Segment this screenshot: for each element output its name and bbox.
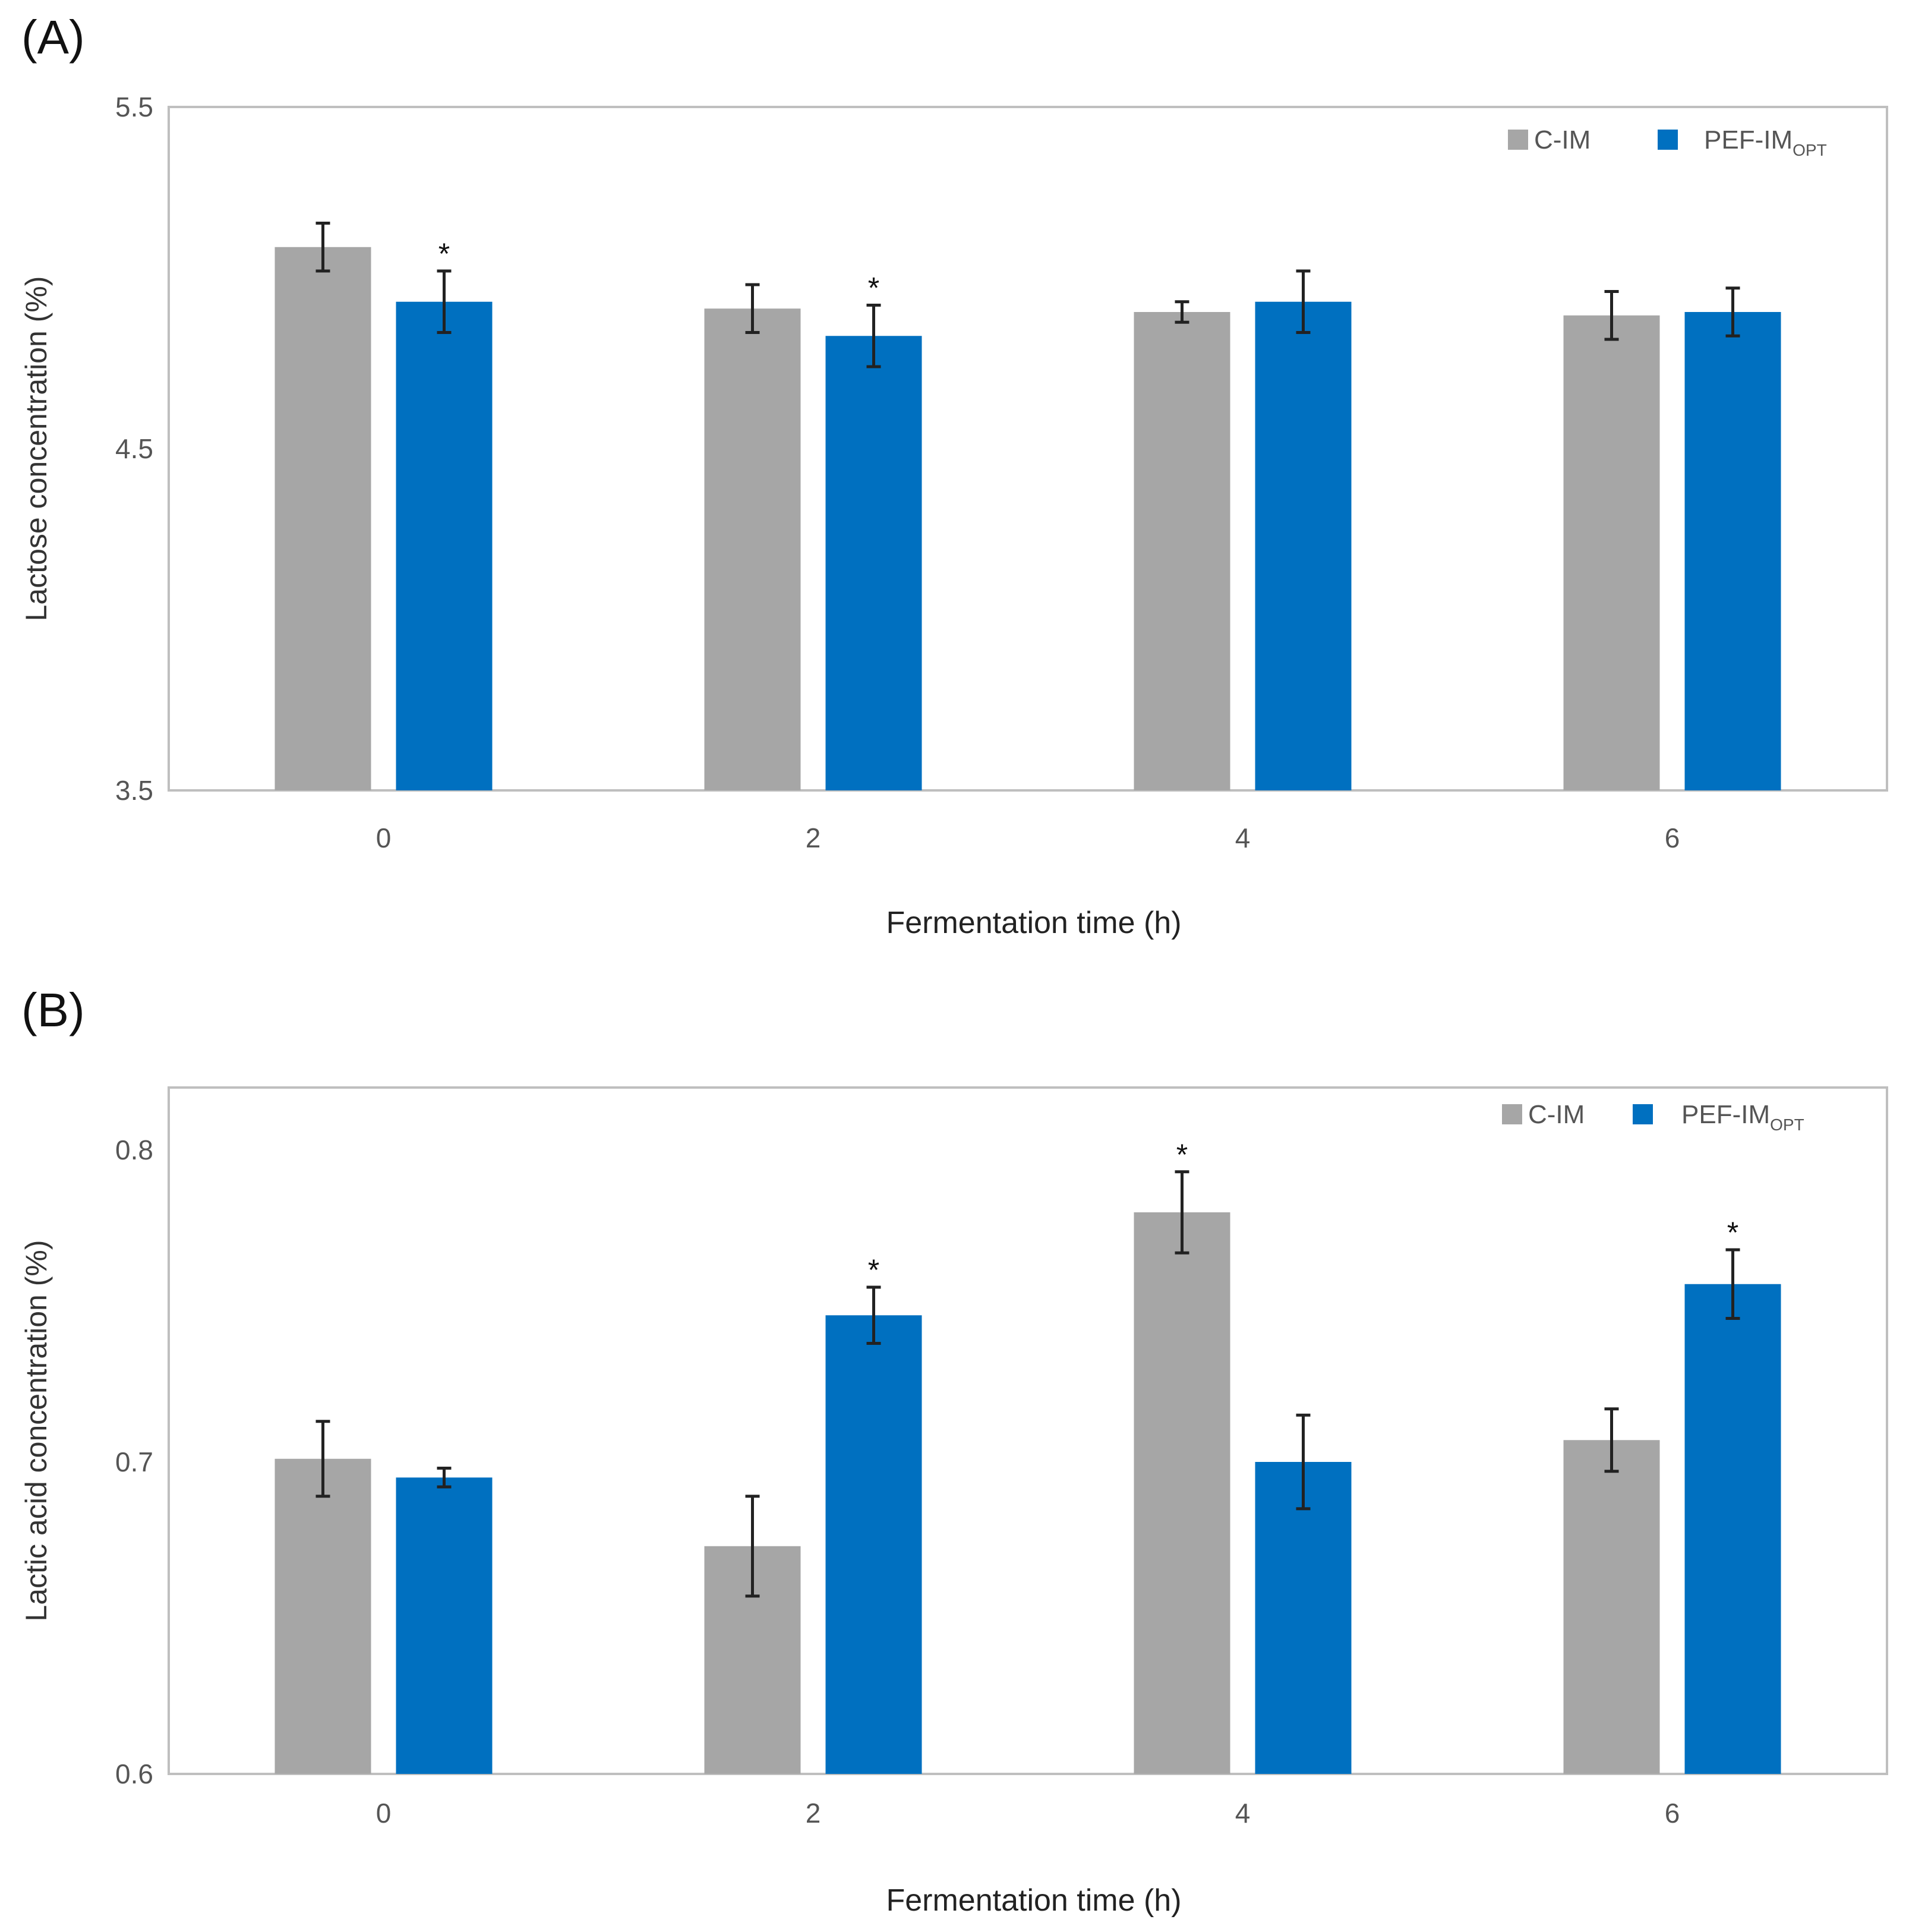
bar-c-im-4h [1134,1212,1230,1774]
bar-c-im-0h [274,247,371,790]
bar-c-im-6h [1563,315,1660,790]
legend-label-pef-im: PEF-IMOPT [1681,1100,1804,1134]
significance-star: * [868,272,879,305]
x-tick-label: 6 [1665,822,1680,853]
x-tick-label: 0 [376,1798,392,1829]
significance-star: * [1727,1216,1738,1249]
y-tick-label: 0.8 [115,1134,153,1165]
bar-c-im-4h [1134,312,1230,790]
bar-pef-im-6h [1684,1284,1781,1774]
bar-pef-im-2h [825,336,922,790]
bar-c-im-0h [274,1458,371,1774]
significance-star: * [1176,1138,1188,1171]
y-axis-title: Lactose concentration (%) [20,276,53,622]
panel-label: (A) [21,11,85,64]
x-tick-label: 0 [376,822,392,853]
legend-label-pef-im-subscript: OPT [1793,141,1827,159]
bar-c-im-2h [704,308,801,790]
y-tick-label: 5.5 [115,92,153,122]
significance-star: * [868,1253,879,1287]
legend-swatch-c-im [1502,1104,1522,1124]
x-tick-label: 6 [1665,1798,1680,1829]
chart-panel-b: (B) 0.6 0.7 0.8 Lactic acid concentration (%… [0,966,1906,1932]
y-tick-label: 4.5 [115,433,153,464]
x-tick-label: 4 [1235,1798,1251,1829]
y-tick-label: 3.5 [115,775,153,806]
y-tick-label: 0.7 [115,1446,153,1477]
legend-label-c-im: C-IM [1528,1100,1585,1129]
legend-label-pef-im-subscript: OPT [1770,1115,1804,1134]
x-tick-label: 4 [1235,822,1251,853]
legend-label-pef-im-main: PEF-IM [1681,1100,1770,1129]
x-tick-label: 2 [806,822,821,853]
legend-swatch-c-im [1508,130,1528,150]
x-axis-title: Fermentation time (h) [886,1883,1181,1918]
bar-pef-im-4h [1255,301,1352,790]
x-axis-title: Fermentation time (h) [886,906,1181,940]
legend-swatch-pef-im [1633,1104,1653,1124]
bar-pef-im-6h [1684,312,1781,790]
x-tick-label: 2 [806,1798,821,1829]
legend-label-pef-im-main: PEF-IM [1704,125,1793,155]
panel-label: (B) [21,984,85,1036]
y-tick-label: 0.6 [115,1758,153,1789]
lactose-chart: (A) 3.5 4.5 5.5 Lactose concentration (%) 0 * 2… [20,11,1888,940]
bar-pef-im-0h [396,1477,493,1774]
plot-area-border [168,1086,1888,1775]
legend-swatch-pef-im [1658,130,1678,150]
bar-c-im-6h [1563,1440,1660,1774]
significance-star: * [438,237,450,270]
chart-panel-a: (A) 3.5 4.5 5.5 Lactose concentration (%) 0 * 2… [20,11,1888,940]
y-axis-title: Lactic acid concentration (%) [20,1240,53,1622]
bar-pef-im-4h [1255,1462,1352,1774]
plot-area-border [168,106,1888,792]
bar-pef-im-2h [825,1315,922,1774]
legend-label-pef-im: PEF-IMOPT [1704,125,1827,159]
bar-pef-im-0h [396,301,493,790]
lactic-acid-chart: (B) 0.6 0.7 0.8 Lactic acid concentration (%… [20,984,1888,1918]
legend-label-c-im: C-IM [1534,125,1591,155]
